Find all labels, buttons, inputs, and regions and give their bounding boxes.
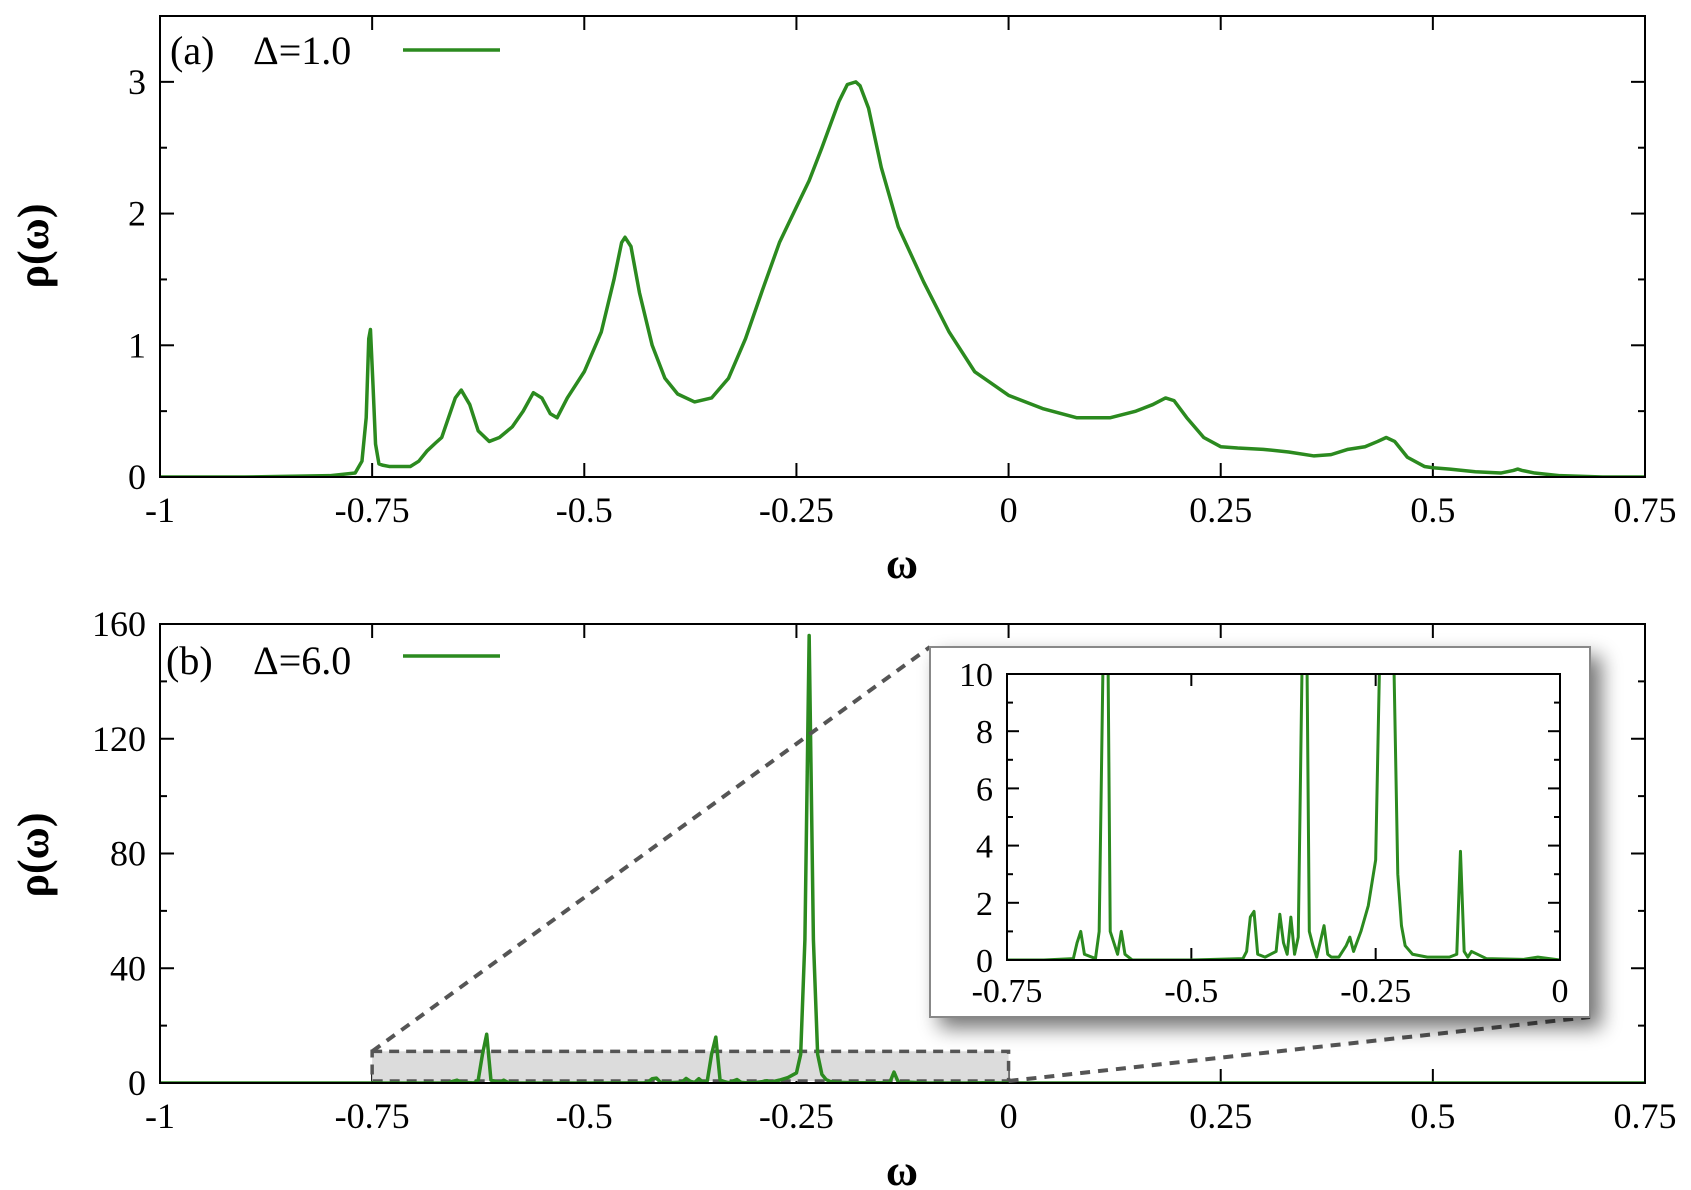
panel-b-x-tick-label: 0	[1000, 1096, 1018, 1136]
zoom-connector-bottom	[1008, 1015, 1591, 1083]
panel-b-x-tick-label: -1	[145, 1096, 175, 1136]
panel-b-y-tick-label: 120	[92, 719, 146, 759]
panel-b-y-tick-label: 80	[110, 834, 146, 874]
inset-x-tick-label: -0.25	[1340, 973, 1411, 1010]
panel-b-x-tick-label: 0.5	[1410, 1096, 1455, 1136]
panel-b-y-axis-label: ρ(ω)	[9, 812, 58, 897]
panel-b-y-tick-label: 160	[92, 604, 146, 644]
panel-b-y-tick-label: 0	[128, 1063, 146, 1103]
panel-a-x-tick-label: -1	[145, 490, 175, 530]
inset-x-tick-label: -0.5	[1164, 973, 1218, 1010]
panel-a-x-tick-label: 0.5	[1410, 490, 1455, 530]
panel-a-y-tick-label: 3	[128, 62, 146, 102]
panel-b-x-tick-label: -0.25	[759, 1096, 834, 1136]
panel-a-tick-labels: -1 -0.75 -0.5 -0.25 0 0.25 0.5 0.75 0 1 2 3	[128, 62, 1677, 530]
inset-y-tick-label: 8	[976, 714, 993, 751]
panel-a-x-tick-label: -0.75	[335, 490, 410, 530]
panel-a-series-line	[160, 80, 1645, 477]
inset-x-tick-label: 0	[1552, 973, 1569, 1010]
panel-a-x-tick-label: 0.75	[1614, 490, 1677, 530]
panel-b-zoom-box	[370, 1049, 1011, 1083]
panel-a-ticks	[159, 15, 1646, 478]
inset-y-tick-label: 6	[976, 771, 993, 808]
inset-y-tick-label: 2	[976, 886, 993, 923]
inset-tick-labels: -0.75 -0.5 -0.25 0 0 2 4 6 8 10	[959, 657, 1569, 1010]
panel-a-y-axis-label: ρ(ω)	[9, 203, 58, 288]
inset-background	[929, 646, 1591, 1018]
inset-y-tick-label: 10	[959, 657, 993, 694]
inset-series-line	[1007, 674, 1560, 960]
panel-a-y-tick-label: 0	[128, 457, 146, 497]
panel-a-y-tick-label: 1	[128, 325, 146, 365]
panel-b-y-tick-label: 40	[110, 948, 146, 988]
panel-b-x-tick-label: 0.75	[1614, 1096, 1677, 1136]
inset: -0.75 -0.5 -0.25 0 0 2 4 6 8 10	[929, 646, 1591, 1018]
panel-a: -1 -0.75 -0.5 -0.25 0 0.25 0.5 0.75 0 1 2 3 (a) Δ=1…	[9, 15, 1677, 588]
panel-b-label: (b)	[166, 638, 213, 683]
panel-b: -1 -0.75 -0.5 -0.25 0 0.25 0.5 0.7504080120160 …	[9, 604, 1677, 1190]
panel-a-x-axis-label: ω	[886, 539, 918, 588]
panel-b-x-tick-label: -0.75	[335, 1096, 410, 1136]
panel-b-x-tick-label: 0.25	[1189, 1096, 1252, 1136]
panel-b-x-axis-label: ω	[886, 1146, 918, 1190]
panel-a-legend-label: Δ=1.0	[253, 28, 351, 73]
inset-y-tick-label: 0	[976, 943, 993, 980]
inset-y-tick-label: 4	[976, 829, 993, 866]
panel-b-legend-label: Δ=6.0	[253, 638, 351, 683]
panel-a-plot-frame	[159, 15, 1646, 478]
panel-a-x-tick-label: 0.25	[1189, 490, 1252, 530]
panel-a-x-tick-label: -0.5	[556, 490, 613, 530]
zoom-connector-top	[370, 645, 932, 1053]
panel-b-x-tick-label: -0.5	[556, 1096, 613, 1136]
inset-plot-frame	[1006, 673, 1561, 961]
panel-a-label: (a)	[170, 28, 214, 73]
panel-a-y-tick-label: 2	[128, 194, 146, 234]
inset-x-tick-label: -0.75	[972, 973, 1043, 1010]
panel-b-plot-frame	[159, 623, 1646, 1084]
panel-a-x-tick-label: 0	[1000, 490, 1018, 530]
panel-a-x-tick-label: -0.25	[759, 490, 834, 530]
